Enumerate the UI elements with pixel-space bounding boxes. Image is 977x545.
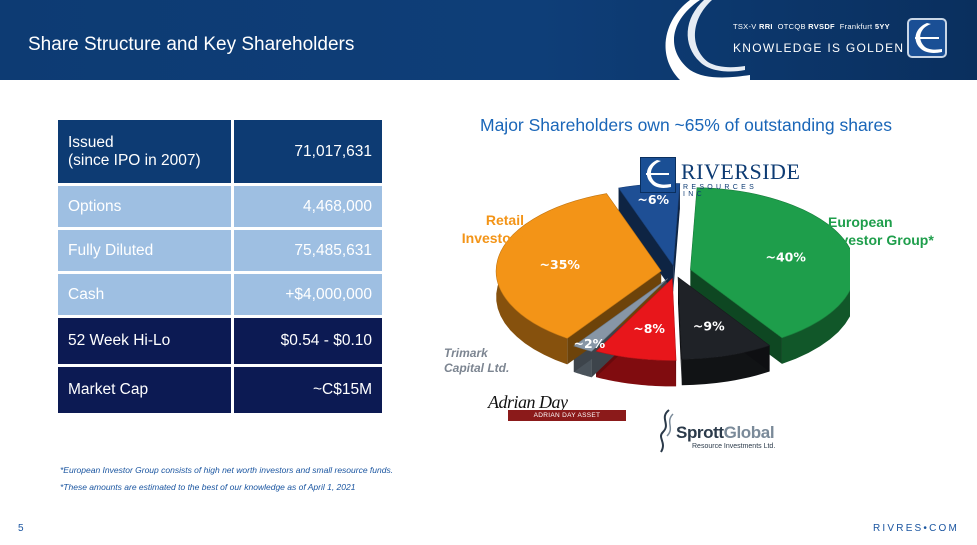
pie-slice [595, 277, 677, 361]
pie-slice [573, 278, 668, 352]
pie-data-label: ~2% [574, 336, 606, 351]
swoosh-graphic [665, 0, 750, 80]
sprott-swirl-icon [660, 409, 674, 453]
table-cell-value: $0.54 - $0.10 [234, 318, 382, 367]
pie-data-label: ~40% [766, 249, 807, 264]
shareholder-pie-chart: ~40% ~9% ~8% ~2% ~35% ~6% [495, 183, 850, 387]
pie-slice-side [681, 345, 770, 386]
adrian-day-signature: Adrian Day [488, 392, 568, 412]
pie-data-label: ~6% [637, 192, 669, 207]
page-number: 5 [18, 523, 24, 534]
pie-slice-wall [618, 188, 674, 292]
legend-retail-investors: Retail Investors [461, 212, 524, 246]
table-cell-value: 4,468,000 [234, 186, 382, 230]
table-cell-label: 52 Week Hi-Lo [58, 318, 234, 367]
table-cell-label: Options [58, 186, 234, 230]
riverside-mark-icon [640, 157, 676, 193]
legend-european-investor-group: European Investor Group* [828, 214, 934, 248]
table-cell-value: 75,485,631 [234, 230, 382, 274]
pie-data-label: ~8% [633, 321, 665, 336]
legend-trimark-capital: Trimark Capital Ltd. [444, 346, 510, 375]
pie-data-label: ~35% [540, 257, 581, 272]
table-cell-label: Cash [58, 274, 234, 318]
riverside-name: RIVERSIDE [681, 159, 801, 184]
footnote-european-group: *European Investor Group consists of hig… [60, 465, 394, 475]
pie-slice [677, 276, 771, 360]
chart-title: Major Shareholders own ~65% of outstandi… [480, 115, 892, 135]
share-structure-table: Issued (since IPO in 2007) 71,017,631 Op… [58, 120, 382, 416]
adrian-day-logo-bar: ADRIAN DAY ASSET MANAGEMENT [508, 410, 626, 430]
table-cell-value: +$4,000,000 [234, 274, 382, 318]
table-row: Options 4,468,000 [58, 186, 382, 230]
company-logo-icon [907, 18, 947, 58]
table-row: Cash +$4,000,000 [58, 274, 382, 318]
header-bar: Share Structure and Key Shareholders TSX… [0, 0, 977, 80]
sprott-global-name: SprottGlobal [676, 423, 775, 442]
table-row: Fully Diluted 75,485,631 [58, 230, 382, 274]
sprott-subtitle: Resource Investments Ltd. [692, 443, 776, 450]
ticker-symbols: TSX-V RRI OTCQB RVSDF Frankfurt 5YY [733, 22, 890, 31]
table-cell-label: Fully Diluted [58, 230, 234, 274]
pie-data-label: ~9% [693, 319, 725, 334]
website-link[interactable]: RIVRES•COM [873, 523, 960, 534]
pie-slice [495, 193, 662, 339]
riverside-subtitle: RESOURCES INC [683, 184, 758, 198]
table-row: 52 Week Hi-Lo $0.54 - $0.10 [58, 318, 382, 367]
footnote-estimates: *These amounts are estimated to the best… [60, 482, 356, 492]
table-cell-value: ~C$15M [234, 367, 382, 416]
pie-slice [690, 187, 850, 339]
table-cell-label: Issued (since IPO in 2007) [58, 120, 234, 186]
pie-slice-side [596, 351, 677, 387]
pie-slice-wall [673, 183, 680, 292]
tagline: KNOWLEDGE IS GOLDEN [733, 41, 905, 55]
table-cell-label: Market Cap [58, 367, 234, 416]
table-cell-value: 71,017,631 [234, 120, 382, 186]
table-row: Issued (since IPO in 2007) 71,017,631 [58, 120, 382, 186]
page-title: Share Structure and Key Shareholders [28, 34, 355, 55]
table-row: Market Cap ~C$15M [58, 367, 382, 416]
